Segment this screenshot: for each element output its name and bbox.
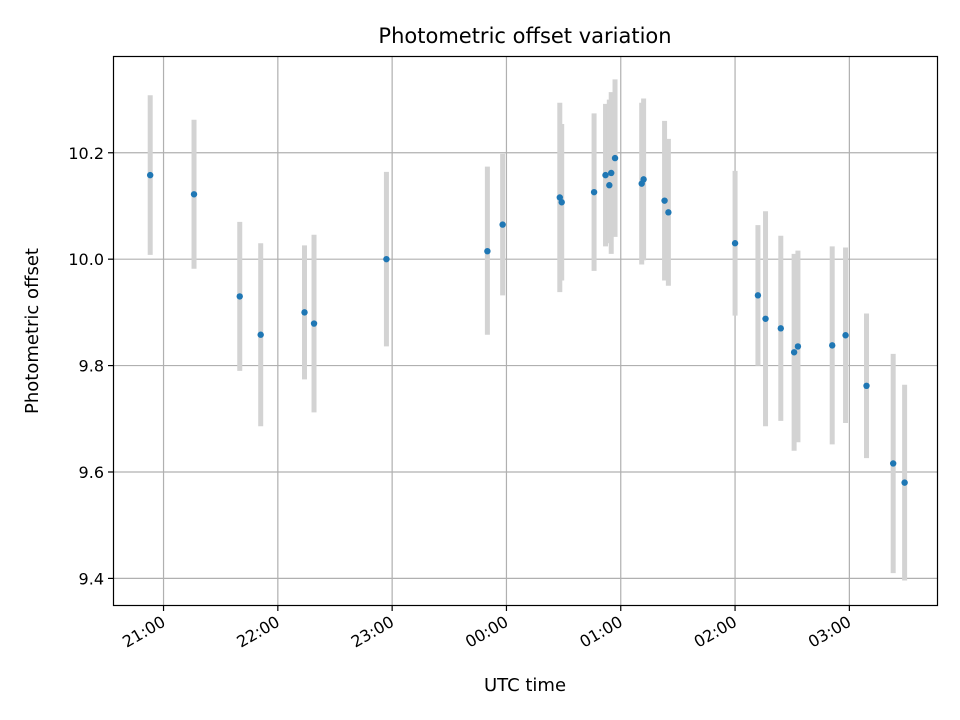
data-point	[640, 176, 647, 183]
data-point	[608, 169, 615, 177]
y-tick-label: 9.6	[79, 463, 104, 482]
data-point	[484, 247, 491, 255]
y-axis-ticks: 9.4 9.6 9.8 10.0 10.2	[68, 144, 114, 588]
data-point	[665, 209, 672, 216]
data-point	[790, 349, 798, 356]
data-point	[146, 171, 154, 179]
data-point	[777, 325, 784, 332]
data-point	[901, 479, 908, 486]
data-point	[190, 191, 198, 198]
data-point	[762, 315, 769, 322]
data-points	[146, 154, 908, 486]
y-tick-label: 9.4	[79, 569, 104, 588]
data-point	[794, 343, 802, 350]
data-point	[829, 342, 836, 349]
data-point	[889, 460, 897, 467]
y-tick-label: 10.0	[68, 250, 104, 269]
y-tick-label: 9.8	[79, 357, 104, 376]
data-point	[590, 188, 598, 196]
data-point	[863, 382, 870, 389]
plot-area-frame	[112, 55, 939, 607]
data-point	[606, 182, 613, 189]
data-point	[236, 293, 243, 300]
y-axis-label: Photometric offset	[22, 248, 43, 414]
data-point	[661, 197, 668, 204]
data-point	[383, 255, 390, 263]
data-point	[301, 309, 308, 316]
data-point	[558, 199, 565, 206]
data-point	[611, 154, 619, 162]
y-tick-label: 10.2	[68, 144, 104, 163]
data-point	[556, 194, 563, 201]
data-point	[602, 171, 609, 179]
chart-title: Photometric offset variation	[378, 24, 671, 48]
data-point	[499, 221, 506, 228]
data-point	[754, 292, 762, 299]
x-axis-label: UTC time	[484, 675, 566, 696]
data-point	[310, 320, 318, 327]
data-point	[257, 331, 264, 338]
data-point	[731, 240, 739, 247]
data-point	[842, 332, 849, 339]
